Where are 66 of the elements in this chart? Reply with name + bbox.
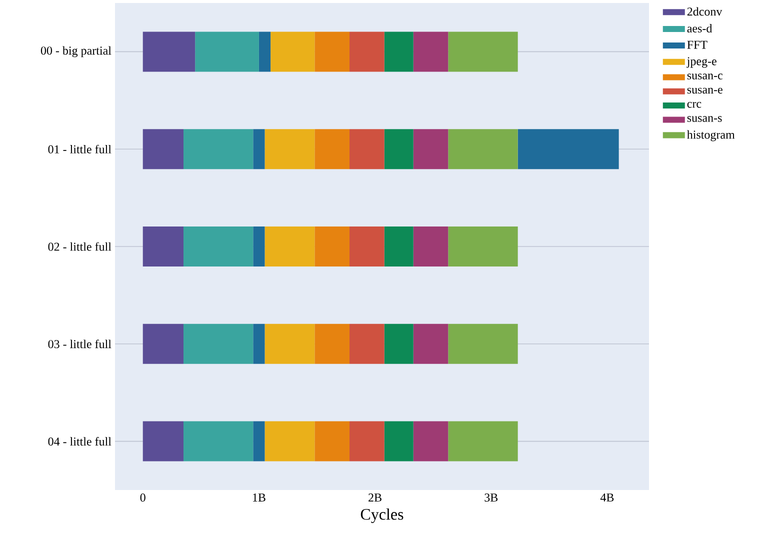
legend-label: susan-c [687, 74, 722, 80]
bar [314, 226, 350, 267]
bar [413, 226, 448, 267]
bar [142, 226, 184, 267]
bar [142, 32, 196, 72]
bar [384, 226, 414, 267]
bar [183, 226, 254, 267]
bar [350, 324, 384, 364]
bar [384, 129, 414, 170]
bar [253, 226, 265, 267]
y-tick-label: 00 - big partial [40, 46, 112, 58]
bar [384, 421, 414, 462]
x-tick-label: 0 [140, 494, 146, 502]
bar [350, 129, 384, 170]
bar [413, 324, 448, 364]
bar [314, 129, 350, 170]
bar [448, 129, 518, 170]
bar [264, 129, 315, 170]
legend-label: crc [687, 102, 702, 108]
bar [142, 324, 184, 364]
bar [142, 421, 184, 462]
bar [413, 129, 448, 170]
legend-label: jpeg-e [686, 57, 716, 68]
bar [413, 32, 448, 72]
bar [314, 32, 350, 72]
bar [314, 421, 350, 462]
bar [195, 32, 259, 72]
x-tick-label: 1B [253, 494, 266, 502]
bar [384, 32, 414, 72]
legend-label: histogram [686, 130, 735, 142]
bar [258, 32, 271, 72]
bar [384, 324, 414, 364]
bar [264, 226, 315, 267]
bar [253, 421, 265, 462]
bar [264, 324, 315, 364]
bar [264, 421, 315, 462]
bar [448, 324, 518, 364]
bar [413, 421, 448, 462]
legend-label: FFT [687, 40, 708, 49]
y-tick-label: 03 - little full [48, 340, 112, 348]
bar [518, 129, 619, 170]
bar [448, 226, 518, 267]
bar [270, 32, 315, 72]
x-axis-title: Cycles [360, 508, 404, 524]
bar [253, 324, 265, 364]
legend-label: aes-d [687, 24, 712, 32]
y-tick-label: 02 - little full [48, 242, 112, 251]
bar [314, 324, 350, 364]
y-tick-label: 01 - little full [48, 144, 112, 154]
bar [183, 324, 254, 364]
x-tick-label: 3B [484, 494, 498, 502]
bar [350, 421, 384, 462]
y-tick-label: 04 - little full [48, 437, 112, 446]
bar [183, 421, 254, 462]
bar [448, 421, 518, 462]
bar [142, 129, 184, 170]
bar [350, 226, 384, 267]
bar [253, 129, 265, 170]
bar [183, 129, 254, 170]
x-tick-label: 2B [368, 494, 382, 502]
legend-label: susan-e [687, 88, 722, 94]
legend-label: susan-s [687, 116, 722, 122]
legend-label: 2dconv [687, 7, 722, 16]
bar [350, 32, 384, 72]
x-tick-label: 4B [600, 494, 614, 502]
bar [448, 32, 518, 72]
